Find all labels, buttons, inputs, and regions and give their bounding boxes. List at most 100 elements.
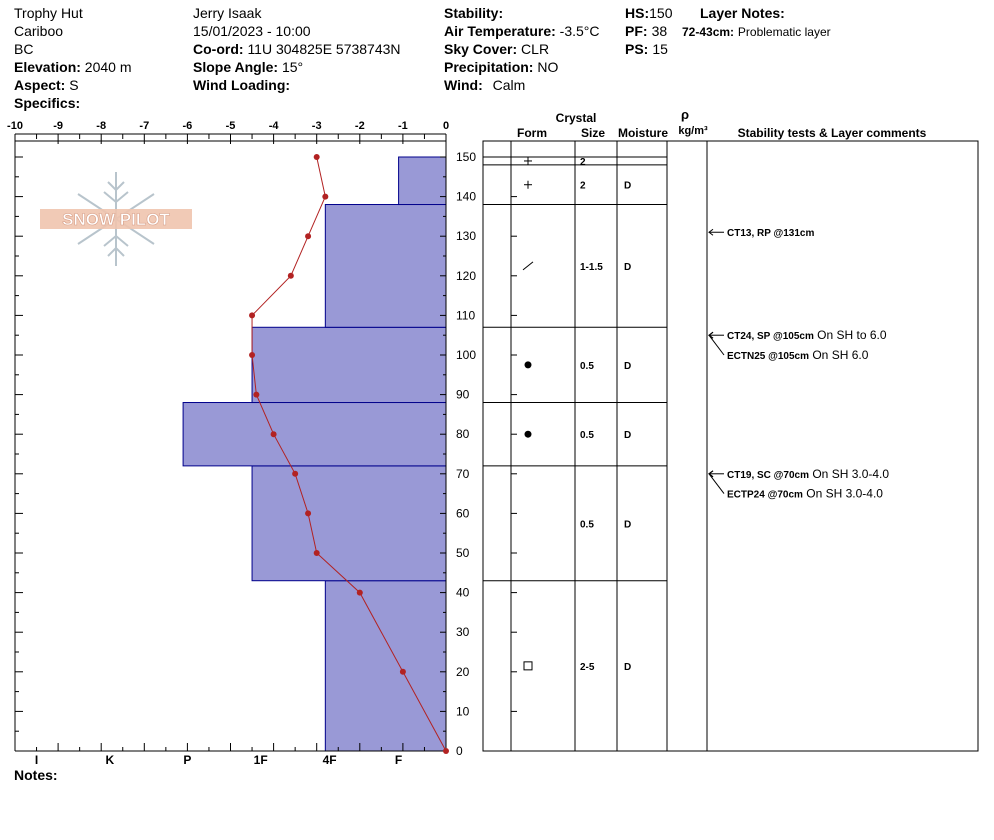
hardness-tick-label: F [395, 753, 402, 767]
precipitation: Precipitation: NO [444, 58, 558, 76]
wind-label: Wind: [444, 77, 483, 93]
height-tick-label: 50 [456, 546, 470, 560]
hardness-tick-label: P [183, 753, 191, 767]
layer-note: 72-43cm: Problematic layer [682, 22, 831, 41]
slope-value: 15° [281, 59, 304, 75]
height-tick-label: 70 [456, 467, 470, 481]
hardness-tick-label: K [105, 753, 114, 767]
temp-tick-label: -10 [7, 120, 23, 132]
height-tick-label: 10 [456, 704, 470, 718]
temperature-point [270, 431, 277, 438]
province: BC [14, 41, 34, 57]
layer-table: Crystal Form Size Moisture ρ kg/m³ Stability t… [482, 107, 979, 752]
temperature-point [305, 510, 312, 517]
crystal-form-dot [524, 430, 532, 438]
hardness-tick-label: I [35, 753, 38, 767]
header-comments: Stability tests & Layer comments [738, 126, 927, 140]
air-temp-value: -3.5°C [559, 23, 600, 39]
stability-label: Stability: [444, 5, 504, 21]
temp-tick-label: -4 [269, 120, 280, 132]
layer-note-range: 72-43cm: [682, 25, 735, 39]
arrow-head-icon [708, 228, 714, 236]
test-arrow [708, 473, 725, 494]
temperature-point [249, 352, 256, 358]
crystal-moisture: D [624, 361, 631, 372]
slope-label: Slope Angle: [193, 59, 279, 75]
stability-test-label: CT13, RP @131cm [727, 228, 814, 239]
coordinates: Co-ord: 11U 304825E 5738743N [193, 40, 401, 58]
height-tick-label: 0 [456, 744, 463, 758]
crystal-moisture: D [624, 662, 631, 673]
pf-value: 38 [651, 23, 668, 39]
header-density-unit: kg/m³ [678, 125, 708, 137]
hs: HS:150 [625, 4, 672, 22]
layer-note-text: Problematic layer [737, 25, 831, 39]
temperature-point [253, 391, 260, 398]
temperature-point [443, 748, 449, 754]
height-tick-label: 110 [456, 308, 475, 322]
hardness-bar [182, 402, 447, 467]
crystal-size: 2-5 [580, 662, 595, 673]
temperature-point [322, 193, 329, 200]
temperature-profile [249, 154, 449, 754]
height-tick-label: 80 [456, 427, 470, 441]
elevation: Elevation: 2040 m [14, 58, 132, 76]
crystal-moisture: D [624, 262, 631, 273]
table-frame [482, 140, 979, 752]
height-tick-label: 90 [456, 388, 470, 402]
temp-tick-label: -1 [398, 120, 408, 132]
stability-test-label: ECTP24 @70cm On SH 3.0-4.0 [727, 487, 883, 501]
specifics-label: Specifics: [14, 95, 81, 111]
notes-label: Notes: [14, 767, 58, 783]
temperature-point [313, 550, 320, 556]
pf: PF: 38 [625, 22, 667, 40]
header-size: Size [581, 126, 605, 140]
air-temperature: Air Temperature: -3.5°C [444, 22, 600, 40]
elevation-value: 2040 m [84, 59, 132, 75]
temperature-line [251, 156, 447, 752]
region: Cariboo [14, 23, 64, 39]
hardness-tick-label: 1F [254, 753, 268, 767]
profile-axes: -10 -9 -8 -7 -6 -5 -4 -3 -2 -1 0010203040506070809… [7, 120, 476, 767]
aspect-label: Aspect: [14, 77, 66, 93]
stability-test-label: ECTN25 @105cm On SH 6.0 [727, 348, 869, 362]
crystal-form-square [523, 661, 533, 671]
pf-label: PF: [625, 23, 648, 39]
hs-label: HS: [625, 5, 650, 21]
ps-value: 15 [652, 41, 668, 57]
temp-tick-label: -3 [312, 120, 322, 132]
logo-band [40, 209, 192, 229]
temperature-point [399, 668, 406, 675]
temp-tick-label: 0 [443, 120, 449, 132]
observer: Jerry Isaak [193, 5, 262, 21]
snowpilot-logo: SNOW PILOT [40, 172, 192, 266]
hardness-bar [251, 326, 447, 404]
crystal-size: 0.5 [580, 519, 594, 530]
crystal-form-slash [522, 261, 534, 271]
aspect: Aspect: S [14, 76, 79, 94]
temp-tick-label: -8 [96, 120, 106, 132]
coord-value: 11U 304825E 5738743N [247, 41, 401, 57]
slope-angle: Slope Angle: 15° [193, 58, 303, 76]
stability-test-label: CT19, SC @70cm On SH 3.0-4.0 [727, 467, 889, 481]
datetime: 15/01/2023 - 10:00 [193, 23, 311, 39]
height-tick-label: 40 [456, 586, 470, 600]
temperature-point [287, 272, 294, 279]
temp-tick-label: -2 [355, 120, 365, 132]
hardness-bar [398, 156, 447, 206]
crystal-size: 2 [580, 181, 586, 192]
sky-label: Sky Cover: [444, 41, 518, 57]
hardness-layers [182, 156, 447, 752]
wind-loading-label: Wind Loading: [193, 77, 291, 93]
height-tick-label: 120 [456, 269, 476, 283]
precip-label: Precipitation: [444, 59, 534, 75]
temperature-point [313, 154, 320, 160]
site-name: Trophy Hut [14, 5, 83, 21]
height-tick-label: 30 [456, 625, 470, 639]
crystal-size: 0.5 [580, 430, 594, 441]
arrow-head-icon [708, 331, 714, 339]
crystal-moisture: D [624, 519, 631, 530]
temp-tick-label: -7 [139, 120, 149, 132]
temp-tick-label: -6 [183, 120, 193, 132]
